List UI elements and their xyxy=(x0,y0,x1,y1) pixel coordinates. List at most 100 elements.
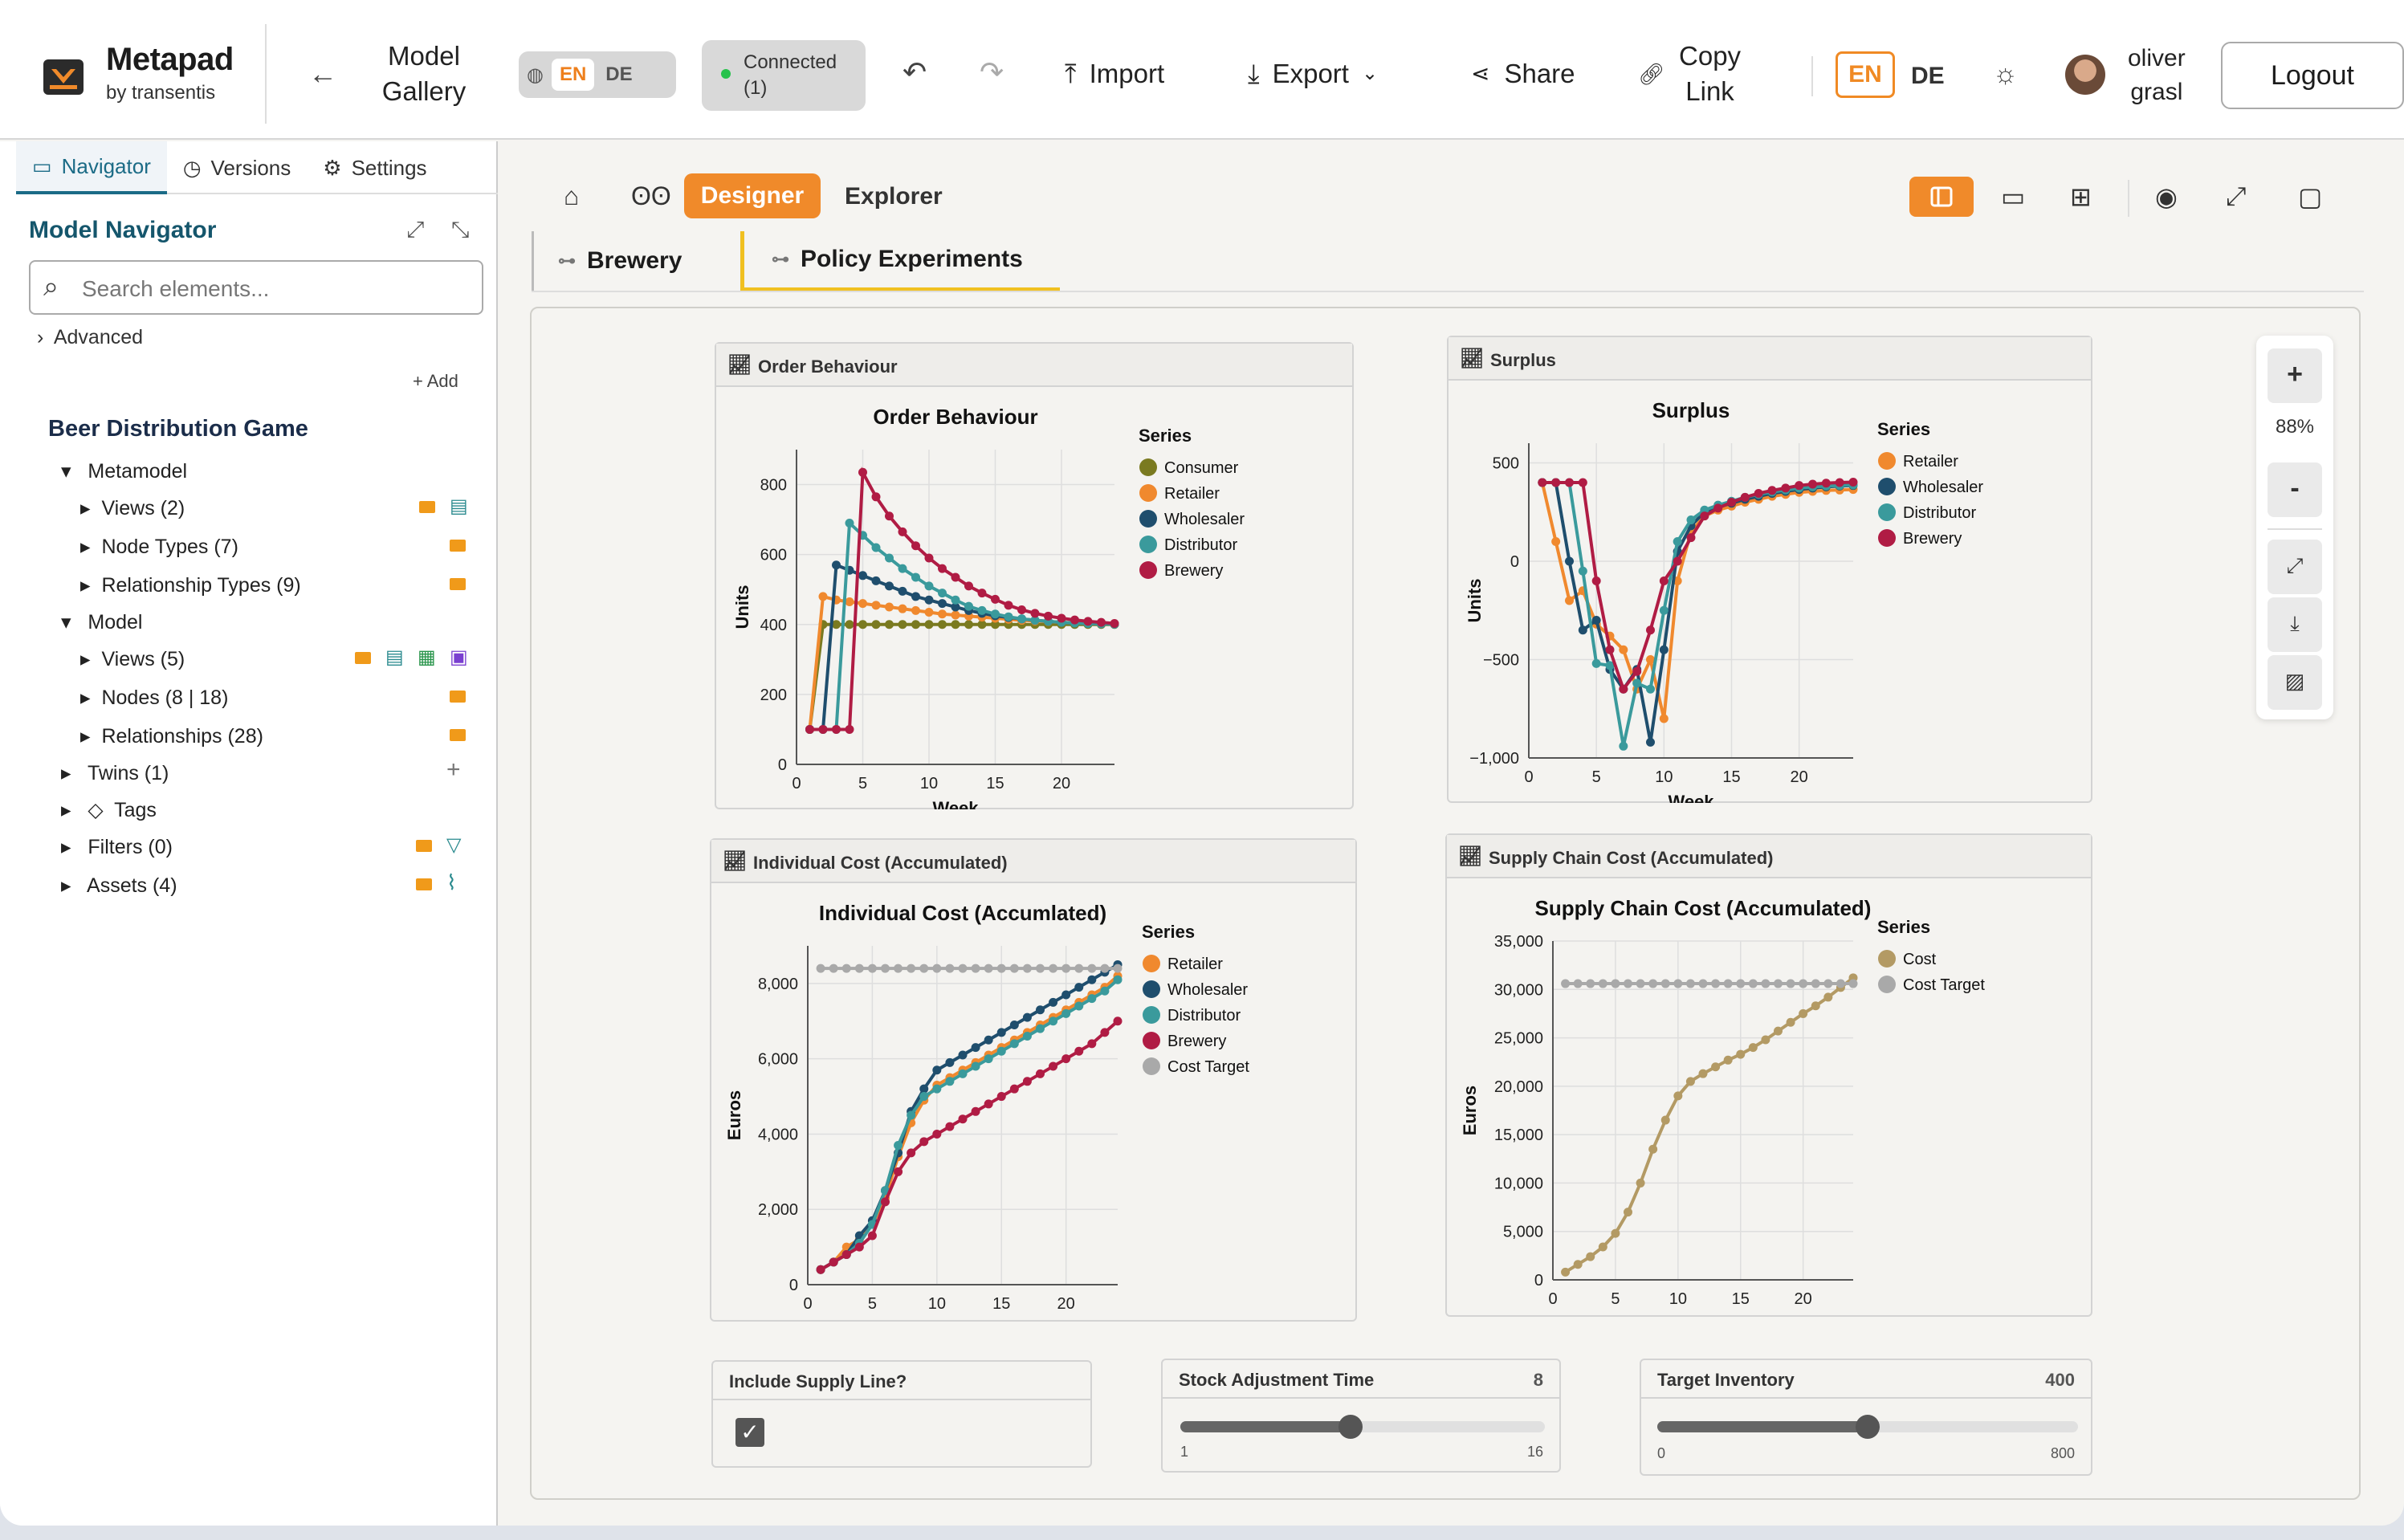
data-point xyxy=(1017,605,1026,614)
data-point xyxy=(1823,992,1833,1002)
grid-icon[interactable]: ⊞ xyxy=(2070,182,2092,211)
expand-all-icon[interactable]: ⤢ xyxy=(406,217,425,242)
lang-en-button[interactable]: EN xyxy=(1836,51,1895,98)
tree-metamodel[interactable]: ▾ Metamodel xyxy=(61,460,188,483)
tree-relationships[interactable]: ▸ Relationships (28) xyxy=(80,725,263,748)
data-point xyxy=(1605,645,1615,654)
sidebar-layout-button[interactable] xyxy=(1909,177,1974,217)
chart-individual-cost: Individual Cost (Accumlated) 0 5 10 15 20 0 2,0… xyxy=(724,901,1249,1322)
folder-icon[interactable] xyxy=(416,840,432,852)
data-point xyxy=(1044,611,1053,621)
designer-button[interactable]: Designer xyxy=(684,173,821,218)
panel-supply-chain-cost[interactable]: 📈︎ Supply Chain Cost (Accumulated) Supply… xyxy=(1445,833,2092,1317)
tree-nodes[interactable]: ▸ Nodes (8 | 18) xyxy=(80,686,229,709)
data-point xyxy=(871,576,881,585)
lang-en-option[interactable]: EN xyxy=(551,59,595,91)
tab-brewery[interactable]: ⊶ Brewery xyxy=(532,231,740,291)
folder-icon[interactable] xyxy=(355,652,371,664)
data-point xyxy=(1022,1012,1032,1022)
data-point xyxy=(1740,492,1750,502)
table-icon[interactable]: ▦ xyxy=(418,646,436,668)
collapse-all-icon[interactable]: ⤡ xyxy=(451,217,470,242)
explorer-button[interactable]: Explorer xyxy=(845,183,943,210)
folder-icon[interactable] xyxy=(450,540,466,552)
tree-model-views[interactable]: ▸ Views (5) xyxy=(80,648,185,670)
tab-versions[interactable]: ◷ Versions xyxy=(167,141,307,194)
panel-individual-cost[interactable]: 📈︎ Individual Cost (Accumulated) Individu… xyxy=(710,838,1357,1322)
export-button[interactable]: ⤓ Export ⌄ xyxy=(1248,56,1378,92)
undo-icon[interactable]: ↶ xyxy=(903,55,927,88)
add-button[interactable]: + Add xyxy=(413,371,458,391)
data-point xyxy=(881,1197,890,1207)
layout-icon[interactable]: ▣ xyxy=(450,646,468,668)
model-root[interactable]: Beer Distribution Game xyxy=(48,416,308,442)
data-point xyxy=(977,620,987,629)
download-icon[interactable]: ⤓ xyxy=(2268,597,2322,652)
lang-de-button[interactable]: DE xyxy=(1911,63,1945,89)
tree-twins[interactable]: ▸ Twins (1) xyxy=(61,762,169,784)
paperclip-icon[interactable]: ⌇ xyxy=(446,870,457,894)
lang-de-option[interactable]: DE xyxy=(605,63,633,85)
folder-icon[interactable] xyxy=(416,878,432,890)
folder-icon[interactable] xyxy=(450,691,466,703)
comment-icon[interactable]: ▢ xyxy=(2298,182,2323,211)
tree-tags[interactable]: ▸ ◇ Tags xyxy=(61,799,157,821)
back-arrow-icon[interactable]: ← xyxy=(308,57,337,90)
search-input[interactable]: ⌕ Search elements... xyxy=(29,260,483,315)
data-point xyxy=(858,571,867,581)
data-point xyxy=(829,964,838,973)
model-gallery-button[interactable]: Model Gallery xyxy=(369,39,479,109)
language-switch[interactable]: ◍ EN DE xyxy=(519,51,676,98)
supply-line-checkbox[interactable]: ✓ xyxy=(735,1418,764,1447)
tab-policy-experiments[interactable]: ⊶ Policy Experiments xyxy=(740,231,1060,291)
logout-button[interactable]: Logout xyxy=(2221,42,2404,109)
panel-order-behaviour[interactable]: 📈︎ Order Behaviour Order Behaviour 0 5 10 15 2… xyxy=(715,342,1354,809)
home-icon[interactable]: ⌂ xyxy=(564,181,580,210)
tree-mm-node-types[interactable]: ▸ Node Types (7) xyxy=(80,536,238,558)
data-point xyxy=(1097,617,1106,627)
tree-mm-rel-types[interactable]: ▸ Relationship Types (9) xyxy=(80,574,301,597)
tree-assets[interactable]: ▸ Assets (4) xyxy=(61,874,177,897)
tree-model[interactable]: ▾ Model xyxy=(61,611,143,634)
legend-label: Retailer xyxy=(1164,485,1220,503)
avatar[interactable] xyxy=(2065,55,2105,95)
view-icon[interactable]: ▤ xyxy=(385,646,404,668)
theme-sun-icon[interactable]: ☼ xyxy=(1993,59,2019,89)
panel-surplus[interactable]: 📈︎ Surplus Surplus 0 5 10 15 20 −1,000 −500 0 500 W… xyxy=(1447,336,2092,803)
eye-icon[interactable]: ◉ xyxy=(2155,182,2178,211)
folder-icon[interactable] xyxy=(419,501,435,513)
stock-adjustment-slider[interactable] xyxy=(1180,1415,1545,1439)
model-gallery-label-2: Gallery xyxy=(381,76,467,106)
import-button[interactable]: ⤒ Import xyxy=(1065,56,1164,92)
filter-icon[interactable]: ▽ xyxy=(446,834,462,856)
tab-navigator[interactable]: ▭ Navigator xyxy=(16,141,167,194)
fullscreen-icon[interactable]: ⤢ xyxy=(2226,181,2247,210)
fit-view-icon[interactable]: ⤢ xyxy=(2268,540,2322,594)
data-point xyxy=(924,581,934,591)
data-point xyxy=(1100,986,1110,996)
zoom-out-button[interactable]: - xyxy=(2268,462,2322,517)
share-button[interactable]: ⋖ Share xyxy=(1471,56,1575,92)
data-point xyxy=(1659,645,1669,654)
view-icon[interactable]: ▤ xyxy=(450,495,468,517)
tab-settings[interactable]: ⚙ Settings xyxy=(307,141,442,194)
folder-icon[interactable] xyxy=(450,729,466,741)
slider-handle[interactable] xyxy=(1856,1415,1880,1439)
tree-mm-views[interactable]: ▸ Views (2) xyxy=(80,497,185,519)
redo-icon[interactable]: ↷ xyxy=(980,55,1004,88)
panel-bottom-icon[interactable]: ▭ xyxy=(2001,182,2026,211)
connection-status[interactable]: Connected (1) xyxy=(702,40,866,111)
legend-label: Distributor xyxy=(1903,504,1976,522)
glasses-icon[interactable]: ʘʘ xyxy=(631,181,671,210)
zoom-in-button[interactable]: + xyxy=(2268,348,2322,403)
tree-filters[interactable]: ▸ Filters (0) xyxy=(61,836,173,858)
advanced-toggle[interactable]: › Advanced xyxy=(37,326,143,349)
target-inventory-slider[interactable] xyxy=(1657,1415,2078,1439)
copy-link-button[interactable]: 🔗︎ Copy Link xyxy=(1638,39,1741,109)
add-twin-icon[interactable]: + xyxy=(446,756,461,783)
image-icon[interactable]: ▨ xyxy=(2268,655,2322,710)
folder-icon[interactable] xyxy=(450,578,466,590)
data-point xyxy=(1799,1008,1808,1018)
slider-handle[interactable] xyxy=(1338,1415,1363,1439)
legend-label: Wholesaler xyxy=(1167,981,1248,999)
